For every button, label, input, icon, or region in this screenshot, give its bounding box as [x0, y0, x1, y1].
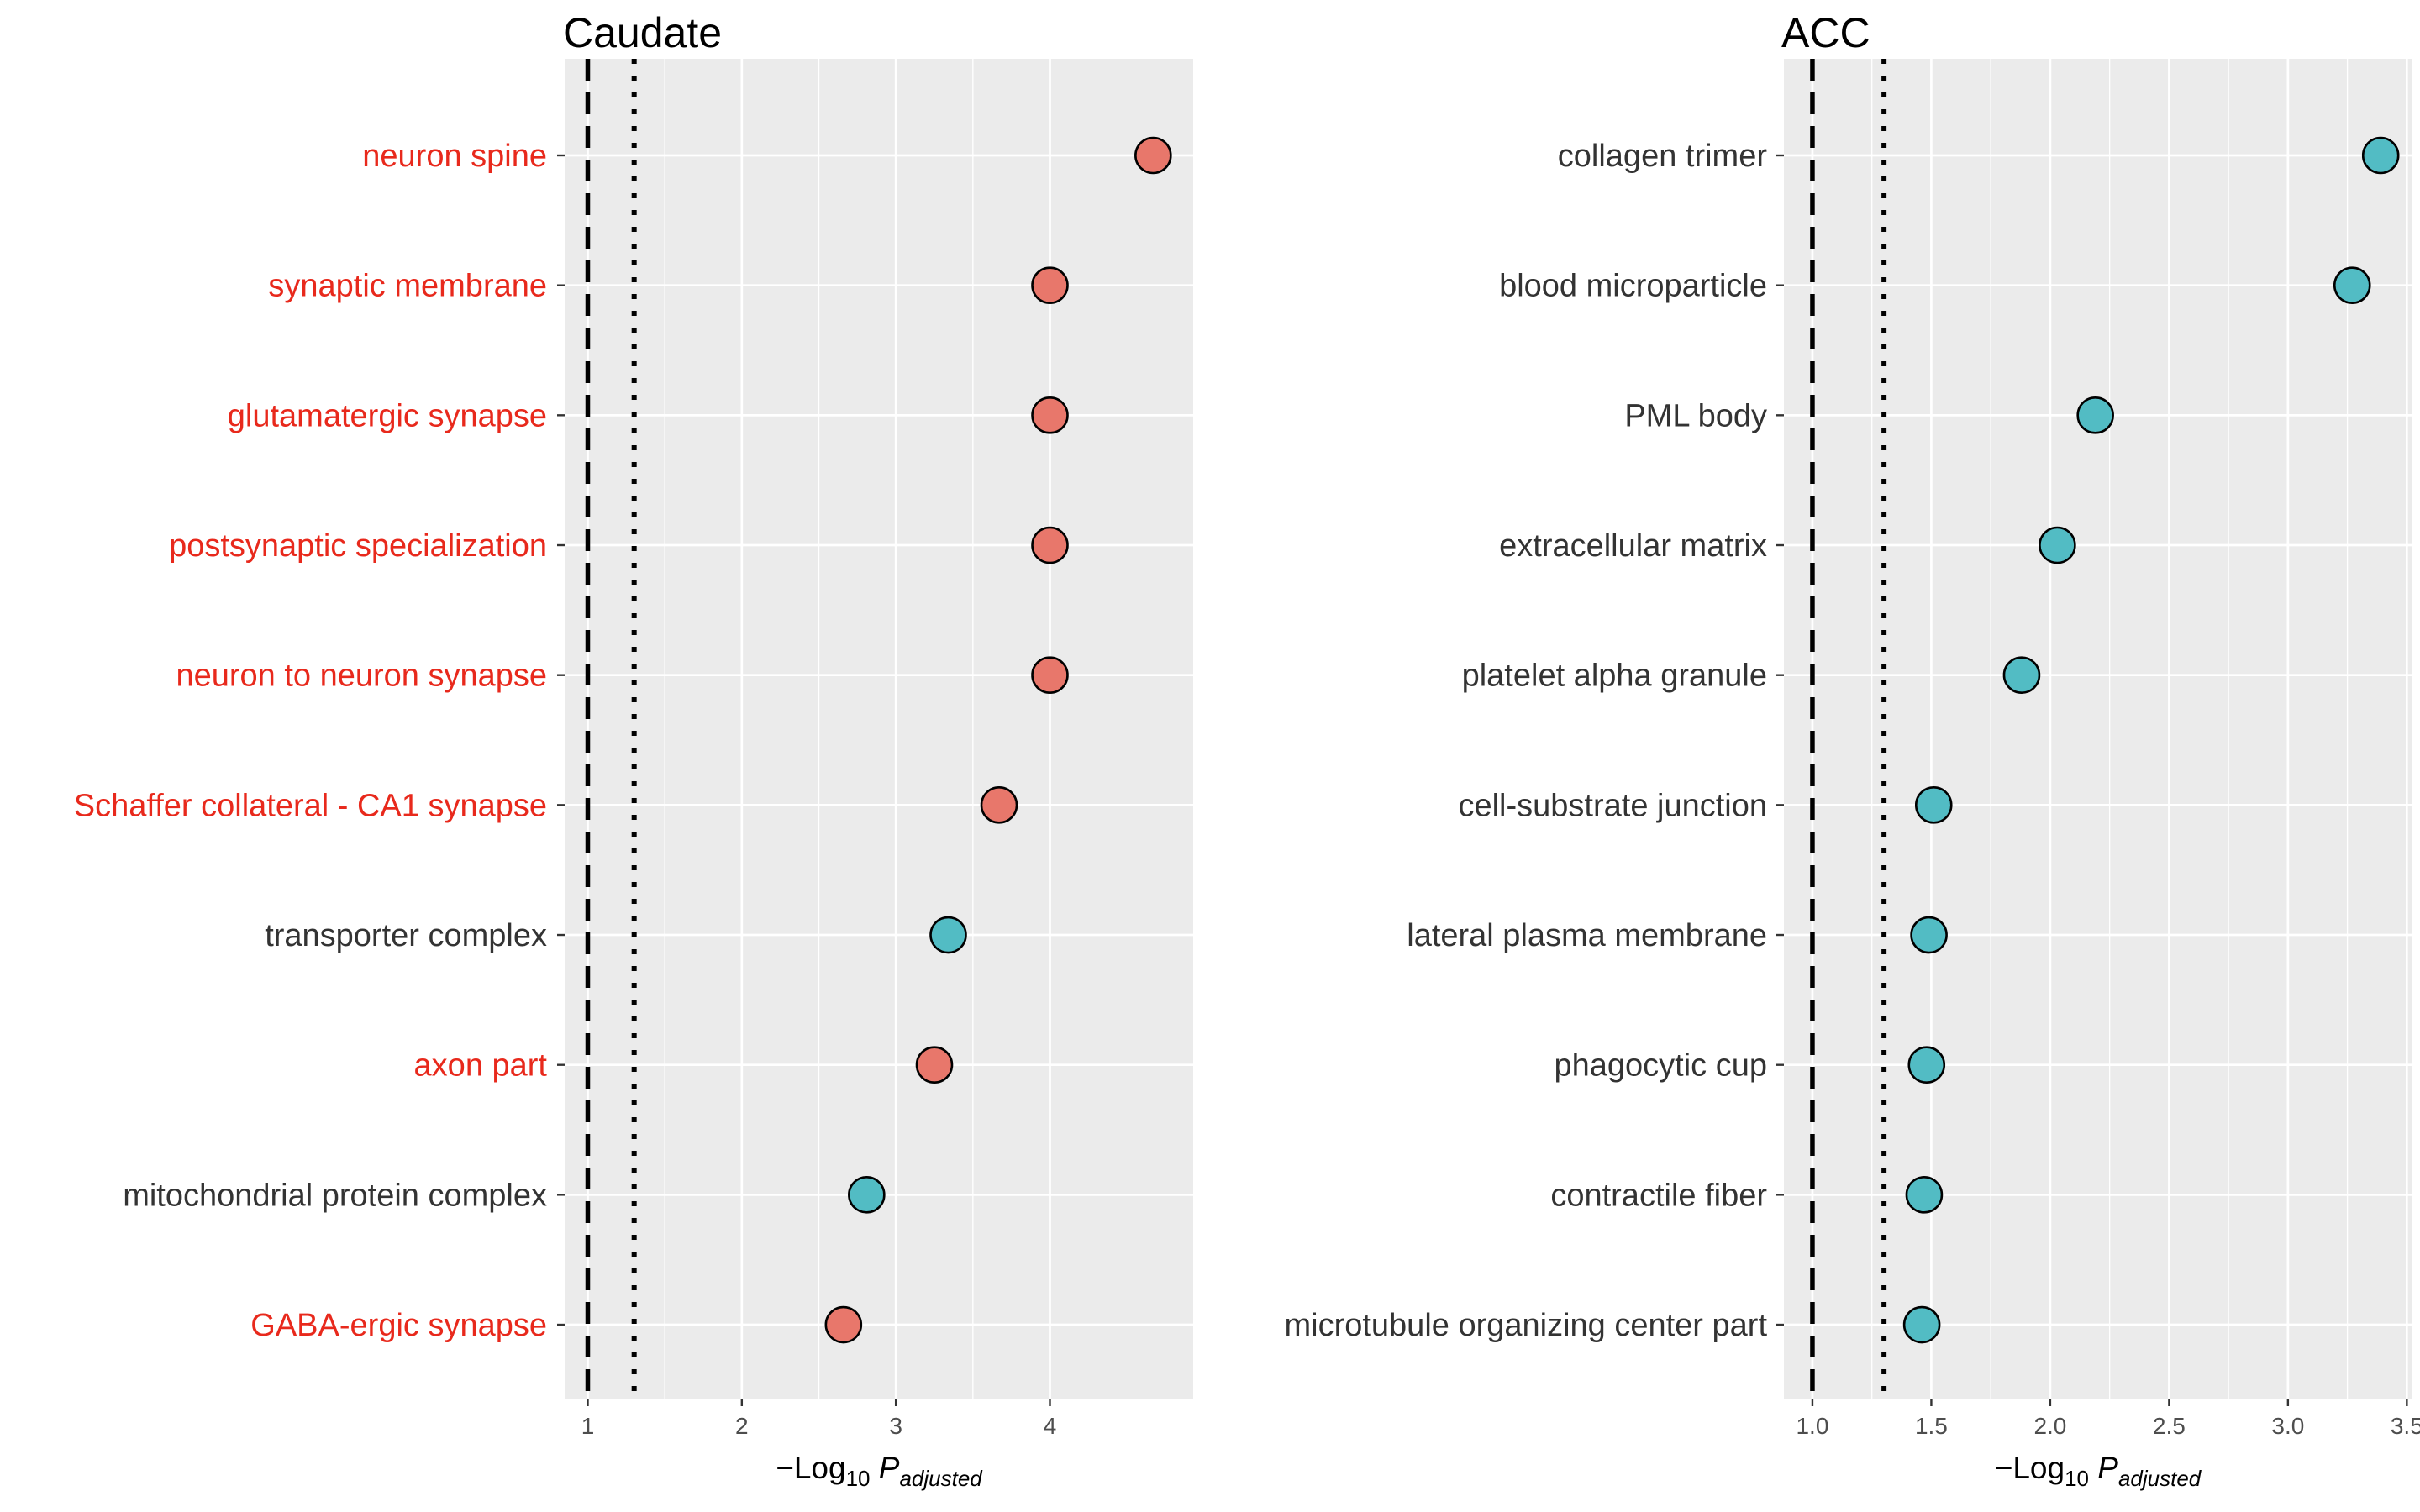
x-axis-title-part: −Log: [776, 1451, 845, 1485]
plot-background: [565, 59, 1193, 1399]
data-point: [1031, 396, 1069, 434]
category-label: axon part: [414, 1048, 548, 1084]
data-point: [1031, 266, 1069, 304]
x-axis-title-part: P: [2089, 1451, 2118, 1485]
x-tick-label: 2.5: [2153, 1413, 2186, 1439]
data-point: [929, 916, 967, 954]
category-label: glutamatergic synapse: [228, 398, 547, 433]
data-point: [1902, 1305, 1941, 1344]
category-label: mitochondrial protein complex: [123, 1178, 547, 1213]
x-axis-title: −Log10 Padjusted: [1995, 1451, 2202, 1491]
category-label: extracellular matrix: [1499, 528, 1767, 564]
data-point: [824, 1305, 863, 1344]
category-label: GABA-ergic synapse: [250, 1308, 547, 1343]
x-tick-label: 2: [735, 1413, 749, 1439]
category-label: transporter complex: [265, 918, 547, 953]
category-label: Schaffer collateral - CA1 synapse: [74, 788, 547, 823]
data-point: [1914, 786, 1953, 824]
category-label: contractile fiber: [1550, 1178, 1767, 1213]
panel-caudate: neuron spine synaptic membrane glutamaterg…: [74, 9, 1193, 1491]
x-tick-label: 2.0: [2033, 1413, 2066, 1439]
category-label: blood microparticle: [1499, 269, 1767, 304]
x-axis-title-part: −Log: [1995, 1451, 2065, 1485]
data-point: [1907, 1046, 1946, 1084]
data-point: [1031, 656, 1069, 694]
data-point: [1031, 526, 1069, 564]
x-axis-title-part: adjusted: [899, 1466, 983, 1491]
x-tick-label: 1.5: [1915, 1413, 1948, 1439]
category-label: cell-substrate junction: [1458, 788, 1767, 823]
data-point: [2361, 136, 2400, 175]
category-label: synaptic membrane: [268, 269, 547, 304]
x-tick-label: 3.0: [2271, 1413, 2304, 1439]
category-label: postsynaptic specialization: [169, 528, 547, 564]
panel-title-caudate: Caudate: [563, 9, 722, 56]
category-label: PML body: [1624, 398, 1767, 433]
panel-acc: collagen trimer blood microparticle PML bo…: [1284, 9, 2420, 1491]
panel-title-acc: ACC: [1781, 9, 1870, 56]
data-point: [2002, 656, 2041, 694]
category-label: neuron to neuron synapse: [176, 659, 547, 694]
x-axis-title-part: P: [870, 1451, 899, 1485]
x-axis-title: −Log10 Padjusted: [776, 1451, 983, 1491]
category-label: collagen trimer: [1558, 139, 1768, 174]
x-axis-title-part: 10: [2065, 1466, 2089, 1491]
data-point: [980, 786, 1018, 824]
x-tick-label: 1: [581, 1413, 595, 1439]
x-axis-title-part: 10: [846, 1466, 871, 1491]
x-tick-label: 4: [1044, 1413, 1057, 1439]
data-point: [2076, 396, 2114, 434]
x-tick-label: 3.5: [2391, 1413, 2420, 1439]
category-label: microtubule organizing center part: [1284, 1308, 1767, 1343]
category-label: platelet alpha granule: [1462, 659, 1767, 694]
category-label: neuron spine: [362, 139, 547, 174]
category-label: lateral plasma membrane: [1407, 918, 1767, 953]
plot-background: [1784, 59, 2412, 1399]
data-point: [915, 1046, 954, 1084]
data-point: [2039, 526, 2076, 564]
x-axis-title-part: adjusted: [2118, 1466, 2202, 1491]
data-point: [2333, 266, 2371, 304]
category-label: phagocytic cup: [1555, 1048, 1768, 1084]
x-tick-label: 3: [889, 1413, 902, 1439]
data-point: [1134, 136, 1172, 175]
data-point: [1905, 1176, 1944, 1214]
data-point: [848, 1176, 886, 1214]
x-tick-label: 1.0: [1796, 1413, 1828, 1439]
data-point: [1910, 916, 1948, 954]
